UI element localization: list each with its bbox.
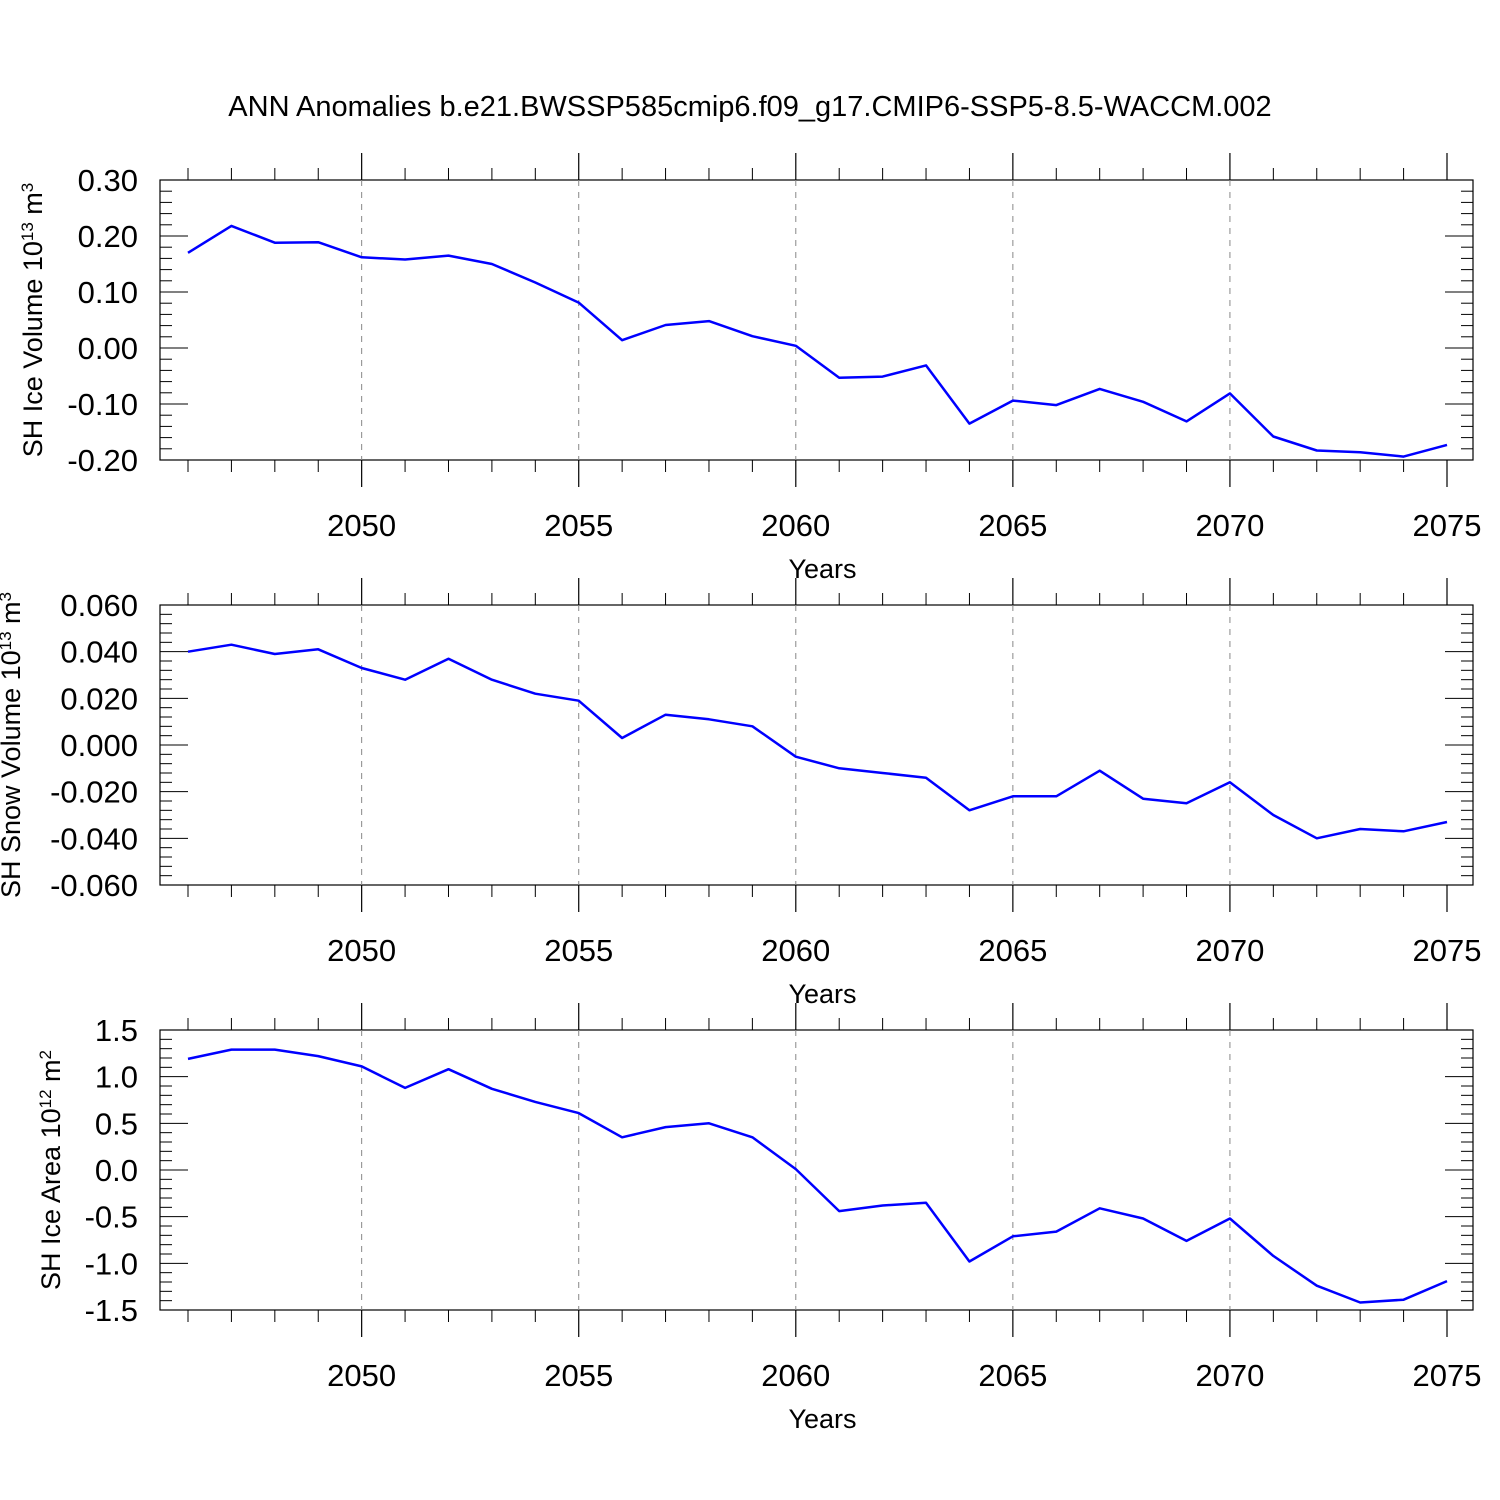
y-axis-label: SH Ice Volume 1013 m3 — [18, 183, 49, 458]
y-tick-label: 0.5 — [95, 1106, 138, 1141]
plot-frame — [159, 604, 1474, 886]
y-tick-label: 0.060 — [60, 588, 138, 623]
y-tick-label: 1.0 — [95, 1060, 138, 1095]
panel-3: 1.5 1.0 0.5 0.0 -0.5 -1.0 -1.5 2050 2055 2060 2065… — [36, 1003, 1482, 1434]
x-tick-label: 2075 — [1413, 933, 1482, 968]
x-tick-label: 2070 — [1195, 1358, 1264, 1393]
panel-2: 0.060 0.040 0.020 0.000 -0.020 -0.040 -0.060 20… — [0, 578, 1481, 1009]
x-tick-label: 2050 — [327, 1358, 396, 1393]
x-tick-label: 2060 — [761, 508, 830, 543]
series-line — [187, 1048, 1448, 1304]
y-tick-label: 0.10 — [78, 275, 138, 310]
x-tick-label: 2070 — [1195, 933, 1264, 968]
y-tick-label: -0.020 — [50, 775, 138, 810]
x-tick-label: 2055 — [544, 1358, 613, 1393]
y-tick-label: 0.30 — [78, 163, 138, 198]
x-tick-label: 2050 — [327, 508, 396, 543]
x-tick-label: 2075 — [1413, 508, 1482, 543]
y-tick-label: -0.20 — [67, 443, 138, 478]
series-line — [187, 224, 1448, 458]
y-tick-label: -0.040 — [50, 821, 138, 856]
series-line — [187, 643, 1448, 840]
x-tick-label: 2060 — [761, 1358, 830, 1393]
y-tick-label: -0.060 — [50, 868, 138, 903]
x-tick-label: 2060 — [761, 933, 830, 968]
y-tick-label: 0.000 — [60, 728, 138, 763]
y-tick-label: 0.00 — [78, 331, 138, 366]
y-tick-label: -0.5 — [85, 1200, 138, 1235]
figure-title: ANN Anomalies b.e21.BWSSP585cmip6.f09_g1… — [228, 91, 1271, 123]
y-axis-label: SH Ice Area 1012 m2 — [36, 1050, 67, 1290]
x-tick-label: 2075 — [1413, 1358, 1482, 1393]
x-axis-label: Years — [788, 979, 856, 1009]
x-tick-label: 2050 — [327, 933, 396, 968]
x-axis-label: Years — [788, 554, 856, 584]
y-tick-label: -1.5 — [85, 1293, 138, 1328]
y-tick-label: 0.040 — [60, 635, 138, 670]
y-tick-label: 0.020 — [60, 681, 138, 716]
y-tick-label: 0.20 — [78, 219, 138, 254]
y-axis-label: SH Snow Volume 1013 m3 — [0, 592, 26, 898]
y-tick-label: 1.5 — [95, 1013, 138, 1048]
x-tick-label: 2065 — [978, 1358, 1047, 1393]
plot-frame — [159, 179, 1474, 461]
x-tick-label: 2065 — [978, 933, 1047, 968]
y-tick-label: 0.0 — [95, 1153, 138, 1188]
y-tick-label: -1.0 — [85, 1246, 138, 1281]
x-tick-label: 2065 — [978, 508, 1047, 543]
plot-frame — [159, 1029, 1474, 1311]
x-axis-label: Years — [788, 1404, 856, 1434]
panel-1: 0.30 0.20 0.10 0.00 -0.10 -0.20 2050 2055 2060 20… — [18, 153, 1482, 584]
y-tick-label: -0.10 — [67, 387, 138, 422]
x-tick-label: 2055 — [544, 933, 613, 968]
x-tick-label: 2070 — [1195, 508, 1264, 543]
x-tick-label: 2055 — [544, 508, 613, 543]
